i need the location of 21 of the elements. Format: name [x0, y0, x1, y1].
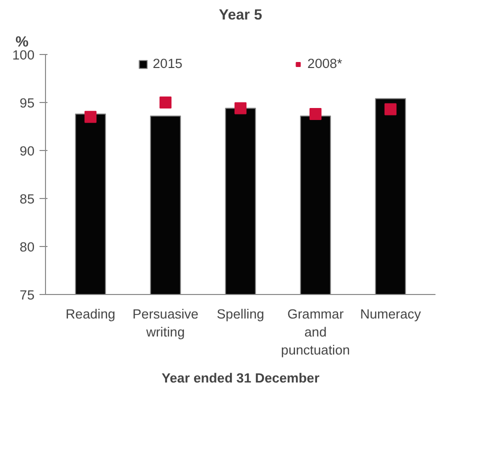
y-tick-label: 100 — [12, 48, 35, 62]
x-tick-label: Reading — [66, 306, 116, 322]
legend-label: 2008* — [307, 56, 342, 71]
point — [160, 96, 172, 108]
point — [384, 103, 396, 116]
point — [310, 108, 322, 120]
x-tick-label: Grammar and punctuation — [281, 306, 350, 358]
y-tick-label: 75 — [20, 288, 35, 302]
x-tick-label: Numeracy — [360, 306, 422, 322]
point — [234, 102, 246, 114]
chart-title: Year 5 — [218, 8, 262, 24]
y-tick-label: 90 — [20, 144, 35, 158]
y-axis-title: % — [16, 34, 29, 50]
y-tick-label: 95 — [20, 96, 35, 110]
x-axis-title: Year ended 31 December — [162, 370, 320, 386]
y-tick-label: 85 — [20, 192, 35, 206]
y-tick-label: 80 — [20, 240, 35, 254]
point — [84, 110, 96, 123]
legend-label: 2015 — [152, 56, 182, 71]
x-tick-label: Spelling — [216, 306, 264, 322]
x-tick-label: Persuasive writing — [132, 306, 198, 340]
